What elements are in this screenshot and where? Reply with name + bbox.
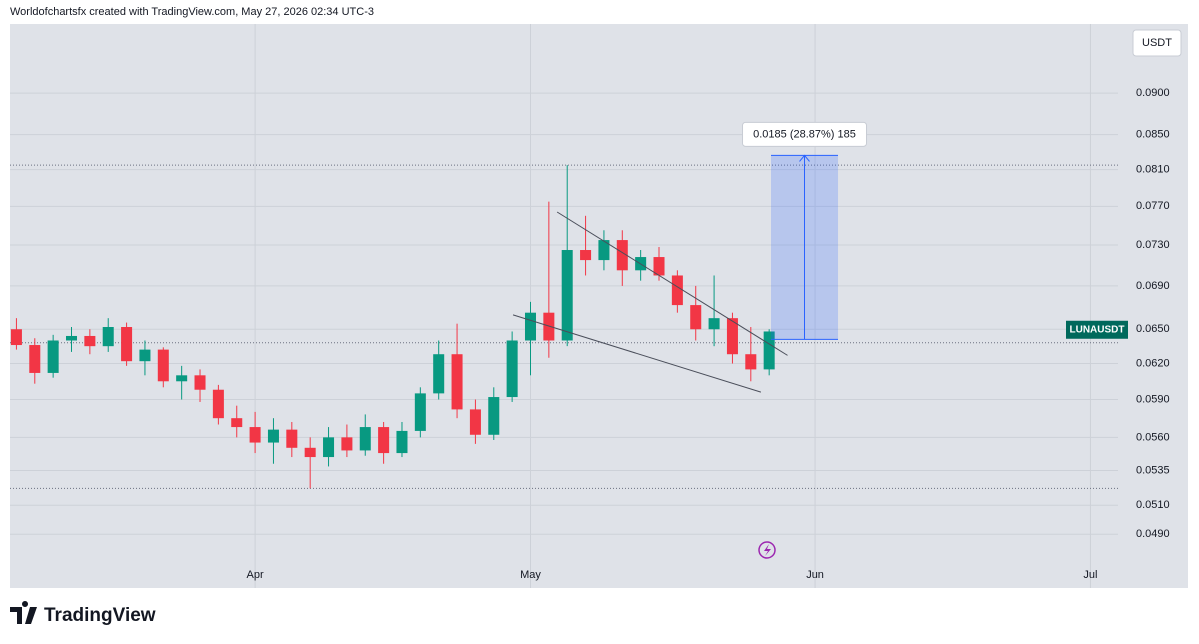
candle-body bbox=[304, 447, 316, 458]
candle-body bbox=[396, 430, 408, 454]
y-tick-label: 0.0770 bbox=[1136, 200, 1170, 212]
credit: Worldofchartsfx created with TradingView… bbox=[10, 6, 374, 18]
candle-body bbox=[176, 375, 188, 382]
candle-body bbox=[580, 250, 592, 261]
y-tick-label: 0.0850 bbox=[1136, 129, 1170, 141]
currency: USDT bbox=[1142, 37, 1172, 49]
candle-body bbox=[323, 437, 335, 458]
candle-body bbox=[524, 312, 537, 341]
candle-body bbox=[745, 354, 757, 370]
candle-body bbox=[286, 429, 298, 448]
candle-body bbox=[378, 427, 390, 454]
candle-body bbox=[10, 329, 22, 346]
candle-body bbox=[433, 354, 445, 394]
y-tick-label: 0.0730 bbox=[1136, 239, 1170, 251]
candle-body bbox=[598, 240, 610, 261]
candle-body bbox=[653, 257, 665, 276]
candle-body bbox=[47, 340, 59, 373]
candle-body bbox=[469, 409, 481, 435]
candle-body bbox=[543, 312, 555, 341]
candle-body bbox=[690, 305, 702, 330]
plot: 0.0490 0.0510 0.0535 0.0560 0.0590 0.0620 0.06… bbox=[10, 24, 1170, 588]
y-tick-label: 0.0650 bbox=[1136, 323, 1170, 335]
candle-body bbox=[671, 275, 683, 306]
y-tick-label: 0.0560 bbox=[1136, 431, 1170, 443]
plot-background bbox=[10, 24, 1188, 588]
candle-body bbox=[65, 335, 78, 341]
candle-body bbox=[506, 340, 518, 398]
candle-body bbox=[726, 318, 738, 355]
x-tick-label: Jun bbox=[806, 569, 824, 581]
x-tick-label: Apr bbox=[247, 569, 264, 581]
y-tick-label: 0.0510 bbox=[1136, 499, 1170, 511]
candle-body bbox=[139, 349, 151, 362]
candle-body bbox=[341, 437, 353, 451]
y-tick-label: 0.0620 bbox=[1136, 357, 1170, 369]
trendline bbox=[512, 314, 762, 393]
logo-mark bbox=[10, 601, 37, 624]
candle-body bbox=[359, 427, 371, 451]
candle-body bbox=[616, 240, 628, 271]
candle-body bbox=[157, 349, 169, 382]
measure-label-box bbox=[742, 121, 868, 147]
candle-body bbox=[249, 427, 261, 443]
x-tick-label: May bbox=[520, 569, 541, 581]
y-tick-label: 0.0810 bbox=[1136, 163, 1170, 175]
logo: TradingView bbox=[10, 601, 156, 626]
candle-body bbox=[708, 318, 720, 330]
currency-box bbox=[1132, 29, 1182, 57]
candle-body bbox=[488, 397, 500, 435]
candle-body bbox=[84, 335, 96, 347]
measure-arrowhead bbox=[799, 154, 810, 162]
x-tick-label: Jul bbox=[1083, 569, 1097, 581]
candle-body bbox=[231, 418, 243, 428]
event-icon[interactable] bbox=[758, 541, 776, 559]
candle-body bbox=[29, 345, 41, 373]
y-tick-label: 0.0690 bbox=[1136, 280, 1170, 292]
candle-body bbox=[561, 250, 573, 341]
candle-body bbox=[102, 327, 114, 347]
candle-body bbox=[267, 429, 279, 443]
candle-body bbox=[121, 327, 133, 362]
trendline bbox=[556, 211, 788, 356]
y-tick-label: 0.0590 bbox=[1136, 393, 1170, 405]
logo-text: TradingView bbox=[44, 605, 156, 626]
candle-body bbox=[414, 393, 426, 431]
y-tick-label: 0.0900 bbox=[1136, 87, 1170, 99]
y-tick-label: 0.0490 bbox=[1136, 528, 1170, 540]
y-tick-label: 0.0535 bbox=[1136, 464, 1170, 476]
event-icon-bolt bbox=[764, 544, 771, 556]
candle-body bbox=[194, 375, 206, 390]
measure-label: 0.0185 (28.87%) 185 bbox=[753, 128, 856, 140]
symbol-label-box bbox=[1066, 320, 1128, 339]
candle-body bbox=[763, 331, 775, 370]
candle-body bbox=[212, 389, 224, 419]
symbol-label: LUNAUSDT bbox=[1070, 324, 1125, 335]
candle-body bbox=[451, 354, 463, 410]
